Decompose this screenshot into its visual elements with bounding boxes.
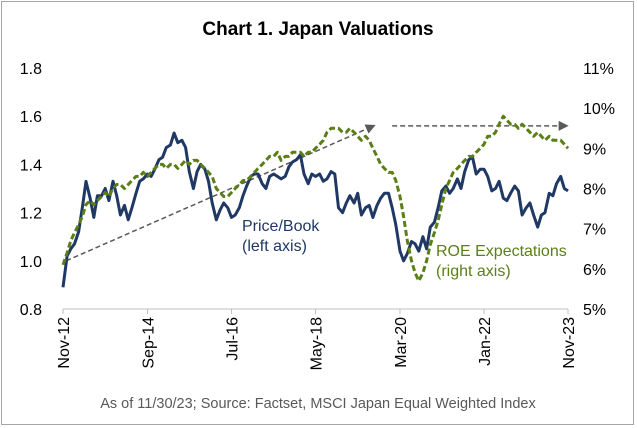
annotation-line: (right axis) [436,263,511,280]
price-book-annotation: Price/Book (left axis) [242,218,320,255]
right-tick-label: 11% [583,61,614,78]
annotation-line: (left axis) [242,238,307,255]
series-lines [61,114,570,288]
roe-expectations-line [61,114,570,283]
series-annotations: Price/Book (left axis) ROE Expectations (ri… [242,218,567,280]
right-tick-label: 8% [583,182,606,199]
right-tick-label: 10% [583,101,615,118]
x-tick-label: Nov-12 [56,317,73,369]
x-axis-ticks: Nov-12 Sep-14 Jul-16 May-18 Mar-20 Jan-22 Nov-… [56,309,578,370]
x-tick-label: May-18 [309,317,326,370]
right-tick-label: 9% [583,141,606,158]
left-tick-label: 1.6 [20,109,42,126]
left-axis-ticks: 0.8 1.0 1.2 1.4 1.6 1.8 [20,61,42,319]
x-tick-label: Jul-16 [224,317,241,361]
left-tick-label: 1.8 [20,61,42,78]
x-tick-label: Sep-14 [140,317,157,369]
source-note: As of 11/30/23; Source: Factset, MSCI Ja… [100,396,536,412]
left-tick-label: 1.4 [20,157,42,174]
trend-arrows [65,120,569,262]
annotation-line: Price/Book [242,218,320,235]
right-axis-ticks: 5% 6% 7% 8% 9% 10% 11% [583,61,615,319]
trend-arrow [65,124,376,262]
x-tick-label: Nov-23 [561,317,578,369]
right-tick-label: 6% [583,262,606,279]
x-tick-label: Mar-20 [393,317,410,368]
left-tick-label: 1.0 [20,254,42,271]
price-book-line [61,131,569,288]
left-tick-label: 0.8 [20,302,42,319]
x-tick-label: Jan-22 [477,317,494,366]
annotation-line: ROE Expectations [436,243,567,260]
left-tick-label: 1.2 [20,206,42,223]
chart-title: Chart 1. Japan Valuations [202,19,433,40]
right-tick-label: 7% [583,222,606,239]
right-tick-label: 5% [583,302,606,319]
roe-annotation: ROE Expectations (right axis) [436,243,567,280]
